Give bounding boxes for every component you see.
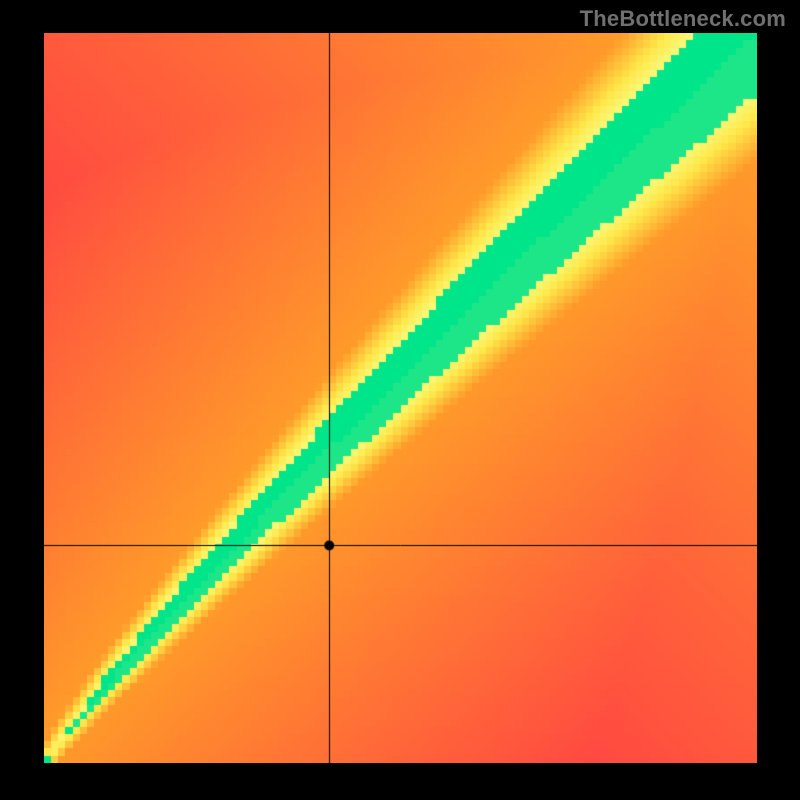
watermark-text: TheBottleneck.com	[580, 6, 786, 32]
chart-container: TheBottleneck.com	[0, 0, 800, 800]
bottleneck-heatmap	[44, 33, 757, 763]
